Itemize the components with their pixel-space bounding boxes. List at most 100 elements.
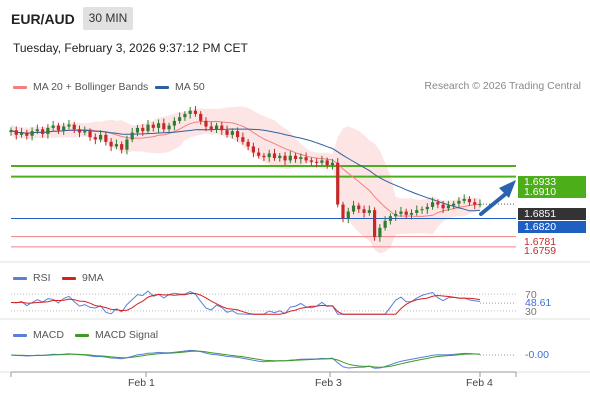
candle (283, 152, 287, 166)
rsi-level-30: 30 (525, 306, 537, 318)
candle-body (204, 120, 208, 127)
candle (457, 197, 461, 209)
candle (230, 128, 234, 139)
candle (409, 209, 414, 220)
rsi-ma-swatch (62, 276, 76, 280)
price-label-pivot: 1.6820 (518, 221, 586, 233)
candle (325, 157, 329, 169)
candle-body (283, 155, 287, 161)
legend-rsi-ma: 9MA (62, 271, 104, 285)
price-label-resistance: 1.6933 (518, 176, 586, 188)
candle (156, 119, 161, 133)
candle (293, 152, 298, 163)
candle (199, 111, 203, 125)
candle (14, 126, 18, 140)
candle-body (430, 202, 435, 207)
macd-signal-line (10, 350, 481, 368)
legend-ma20: MA 20 + Bollinger Bands (13, 80, 148, 94)
candle-body (293, 155, 298, 160)
candle-body (72, 124, 76, 130)
candle-body (109, 141, 113, 147)
candle-body (288, 155, 292, 161)
candle (88, 128, 92, 141)
candle (246, 139, 250, 151)
candle-body (383, 220, 387, 228)
ma50-line (10, 128, 481, 212)
macd-swatch (13, 333, 27, 337)
legend-rsi-ma-label: 9MA (82, 272, 104, 284)
candle (278, 152, 282, 162)
candle (309, 157, 313, 166)
candle-body (409, 212, 414, 215)
rsi-current-value: 48.61 (525, 297, 552, 309)
candle-body (362, 209, 366, 213)
candle (362, 205, 366, 218)
candle (262, 152, 266, 161)
symbol-title: EUR/AUD (11, 11, 75, 27)
candle (478, 199, 482, 208)
candle (135, 125, 140, 137)
candle (235, 127, 240, 142)
candle-body (193, 110, 198, 114)
legend-ma50: MA 50 (155, 80, 205, 94)
candle (220, 121, 224, 135)
candle (114, 139, 118, 150)
rsi-panel (10, 290, 516, 315)
macd-current-value: -0.00 (525, 349, 549, 361)
candle (30, 127, 34, 141)
candle-body (14, 130, 18, 135)
candle-body (235, 131, 240, 138)
candle-body (272, 153, 277, 159)
price-levels (11, 164, 516, 248)
candle (441, 200, 445, 213)
candle-body (336, 162, 340, 205)
candle-body (394, 213, 398, 217)
candle (425, 203, 429, 214)
candle-body (241, 137, 245, 142)
candle (62, 122, 66, 135)
candle-body (114, 144, 118, 147)
candle (346, 207, 350, 224)
candle (141, 124, 145, 136)
candle (357, 202, 361, 213)
candle (130, 127, 134, 143)
legend-ma50-label: MA 50 (175, 81, 205, 93)
candle (188, 106, 192, 119)
candle-body (56, 125, 61, 131)
candle (120, 141, 124, 154)
candle (299, 153, 303, 164)
timeframe-badge[interactable]: 30 MIN (83, 7, 133, 30)
candle-body (141, 127, 145, 132)
macd-signal-swatch (75, 333, 89, 337)
candle-body (388, 216, 393, 221)
candle-body (436, 202, 440, 205)
candle-body (172, 120, 176, 126)
candle-body (425, 206, 429, 210)
candle-body (77, 129, 82, 133)
candle (109, 138, 113, 152)
candle-body (230, 131, 234, 135)
candle-body (51, 125, 55, 128)
candle-body (178, 117, 182, 121)
candle (383, 216, 387, 231)
candle-body (351, 205, 356, 212)
chart-header: EUR/AUD 30 MIN Tuesday, February 3, 2026… (0, 0, 590, 70)
candle (209, 121, 213, 133)
candle-body (457, 200, 461, 204)
candle (267, 149, 271, 162)
candle (193, 106, 198, 117)
candle-body (46, 127, 50, 134)
candle (93, 133, 97, 145)
credit-text: Research © 2026 Trading Central (424, 80, 581, 92)
candle-body (299, 157, 303, 160)
candle (183, 111, 187, 121)
candle-body (346, 211, 350, 219)
rsi-level-70: 70 (525, 289, 537, 301)
candle-body (373, 210, 377, 238)
candle (373, 207, 377, 241)
candle-body (357, 205, 361, 210)
legend-macd-label: MACD (33, 329, 64, 341)
candle-body (462, 198, 466, 201)
candle-body (62, 126, 66, 131)
